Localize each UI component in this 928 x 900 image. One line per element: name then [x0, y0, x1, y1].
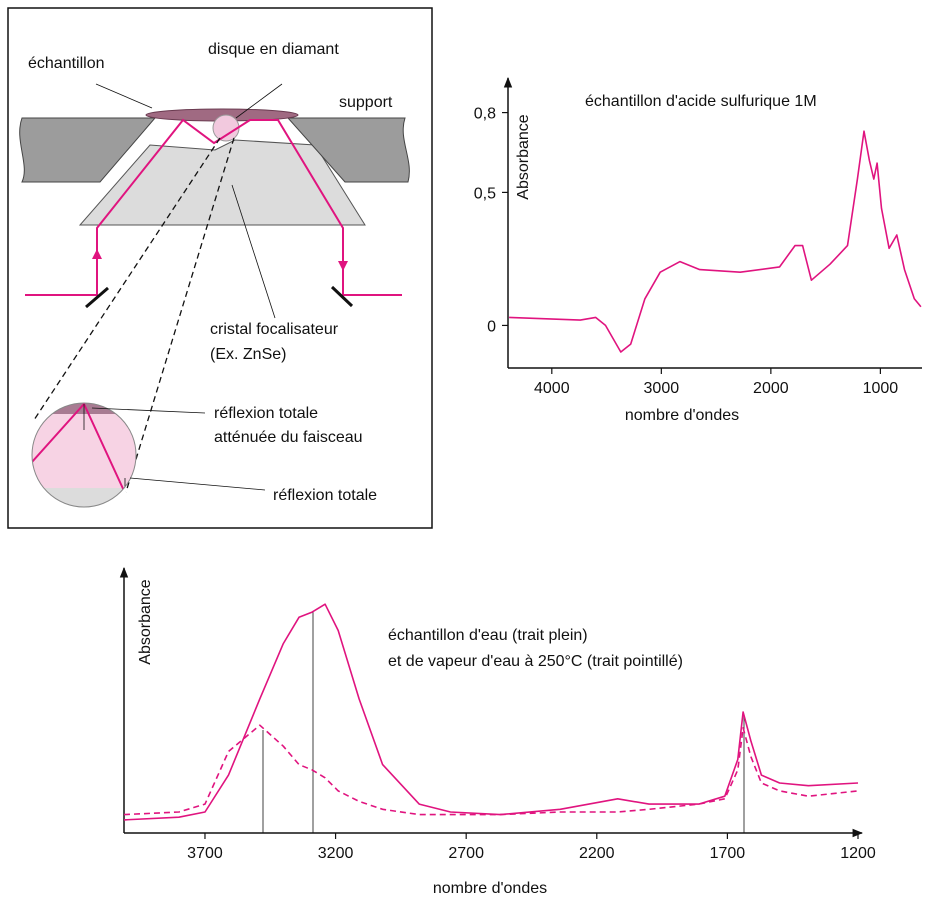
zoom-line	[125, 137, 235, 493]
label-diamond: disque en diamant	[208, 41, 339, 58]
callout	[95, 83, 153, 109]
x-tick-label: 2700	[448, 845, 484, 862]
y-axis-label: Absorbance	[515, 114, 532, 199]
spectrum-line	[123, 724, 859, 816]
spectrum-line	[509, 130, 922, 353]
x-tick-label: 3000	[644, 380, 680, 397]
mirror	[85, 286, 109, 309]
mirror	[330, 285, 354, 308]
spectrum-line	[123, 603, 859, 821]
zoom-line	[33, 137, 221, 421]
y-tick-label: 0	[487, 318, 496, 335]
y-tick-label: 0,8	[474, 106, 496, 123]
x-tick-label: 1700	[710, 845, 746, 862]
x-tick-label: 1200	[840, 845, 876, 862]
x-tick-label: 3700	[187, 845, 223, 862]
x-tick-label: 2000	[753, 380, 789, 397]
callout	[129, 477, 266, 491]
annotation: et de vapeur d'eau à 250°C (trait pointi…	[388, 653, 683, 670]
label-crystal: cristal focalisateur	[210, 321, 339, 338]
label-sample: échantillon	[28, 55, 105, 72]
magnified-view	[32, 403, 136, 507]
diamond-disk	[212, 114, 240, 142]
chart-title: échantillon d'acide sulfurique 1M	[585, 93, 817, 110]
y-axis-label: Absorbance	[137, 579, 154, 664]
callout	[231, 184, 276, 319]
annotation: échantillon d'eau (trait plein)	[388, 627, 588, 644]
label-total: réflexion totale	[273, 487, 377, 504]
label-crystal-example: (Ex. ZnSe)	[210, 346, 286, 363]
x-axis-label: nombre d'ondes	[625, 407, 739, 424]
magnified-outline	[31, 402, 137, 508]
x-tick-label: 3200	[318, 845, 354, 862]
label-attenuated: atténuée du faisceau	[214, 429, 363, 446]
x-axis-label: nombre d'ondes	[433, 880, 547, 897]
x-tick-label: 2200	[579, 845, 615, 862]
callout	[91, 407, 206, 414]
y-tick-label: 0,5	[474, 185, 496, 202]
label-attenuated: réflexion totale	[214, 405, 318, 422]
label-support: support	[339, 94, 393, 111]
x-tick-label: 1000	[863, 380, 899, 397]
callout	[235, 83, 283, 119]
atr-diagram: échantillon disque en diamant support cr…	[7, 7, 433, 529]
x-tick-label: 4000	[534, 380, 570, 397]
support-left	[19, 117, 157, 183]
support-right	[286, 117, 410, 183]
